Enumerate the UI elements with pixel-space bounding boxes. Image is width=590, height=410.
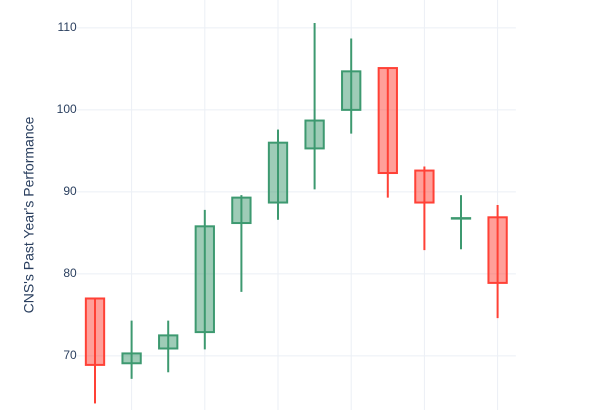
candle-body: [121, 352, 142, 365]
candle-body: [341, 70, 362, 111]
candle-body: [267, 141, 289, 204]
candle-body: [487, 216, 508, 284]
candle-body: [304, 119, 325, 150]
candle-body: [84, 297, 106, 366]
candle-body: [414, 169, 435, 204]
candle-body: [194, 225, 215, 334]
y-tick-label: 100: [57, 102, 77, 116]
candle-body: [158, 334, 179, 350]
y-tick-label: 90: [63, 184, 77, 198]
y-tick-label: 70: [63, 348, 77, 362]
y-axis-title: CNS's Past Year's Performance: [21, 116, 37, 313]
candle-body: [231, 196, 252, 225]
y-tick-label: 110: [58, 20, 77, 34]
y-tick-label: 80: [63, 266, 77, 280]
candle-body: [450, 217, 472, 220]
candle-body: [377, 67, 398, 175]
